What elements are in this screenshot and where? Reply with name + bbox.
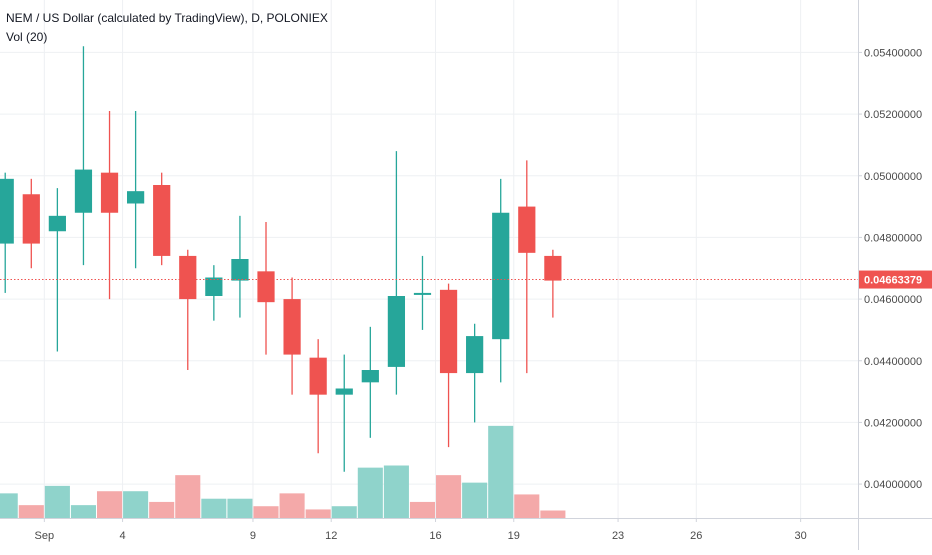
- volume-bar[interactable]: [227, 498, 253, 518]
- candle-body[interactable]: [74, 169, 93, 213]
- time-tick-label: 12: [325, 530, 337, 542]
- candle-body[interactable]: [439, 289, 458, 374]
- volume-bar[interactable]: [0, 493, 18, 518]
- price-tick-label: 0.04200000: [864, 417, 922, 429]
- candle-body[interactable]: [283, 299, 301, 355]
- time-tick-label: 26: [690, 530, 702, 542]
- volume-bar[interactable]: [305, 509, 331, 518]
- volume-bar[interactable]: [44, 485, 70, 518]
- candle-body[interactable]: [48, 215, 66, 232]
- time-tick-label: Sep: [35, 530, 55, 542]
- volume-bar[interactable]: [383, 465, 409, 519]
- volume-bar[interactable]: [488, 425, 514, 518]
- candle-body[interactable]: [361, 370, 379, 383]
- candle-body[interactable]: [153, 185, 171, 256]
- volume-bar[interactable]: [18, 505, 44, 518]
- volume-bar[interactable]: [409, 501, 436, 518]
- candle-body[interactable]: [205, 277, 223, 297]
- candle-body[interactable]: [413, 292, 432, 295]
- price-tick-label: 0.04600000: [864, 294, 922, 306]
- candle-body[interactable]: [22, 194, 40, 244]
- volume-bar[interactable]: [96, 491, 123, 518]
- volume-bar[interactable]: [149, 501, 175, 518]
- price-tick-label: 0.04400000: [864, 356, 922, 368]
- volume-bar[interactable]: [540, 510, 566, 519]
- volume-bar[interactable]: [70, 505, 96, 518]
- candle-body[interactable]: [309, 357, 327, 395]
- volume-bar[interactable]: [123, 491, 149, 518]
- candle-body[interactable]: [179, 255, 197, 300]
- volume-bar[interactable]: [436, 475, 462, 518]
- candle-body[interactable]: [544, 255, 562, 281]
- price-tick-label: 0.04000000: [864, 479, 922, 491]
- volume-bar[interactable]: [253, 506, 279, 518]
- volume-bar[interactable]: [357, 467, 383, 518]
- last-price-label: 0.04663379: [864, 275, 922, 287]
- price-tick-label: 0.05000000: [864, 171, 922, 183]
- volume-bar[interactable]: [175, 475, 201, 518]
- candle-body[interactable]: [466, 336, 484, 374]
- price-tick-label: 0.04800000: [864, 232, 922, 244]
- candle-body[interactable]: [0, 178, 14, 244]
- volume-bar[interactable]: [514, 494, 540, 518]
- candle-body[interactable]: [492, 212, 510, 340]
- time-tick-label: 9: [250, 530, 256, 542]
- last-price-tag[interactable]: [859, 270, 932, 289]
- candle-body[interactable]: [387, 296, 406, 367]
- time-tick-label: 16: [429, 530, 441, 542]
- candle-body[interactable]: [335, 388, 353, 395]
- candle-body[interactable]: [100, 172, 119, 213]
- time-tick-label: 30: [795, 530, 807, 542]
- volume-bar[interactable]: [331, 506, 357, 518]
- volume-bar[interactable]: [462, 482, 488, 518]
- candle-body[interactable]: [518, 206, 536, 253]
- volume-bar[interactable]: [279, 493, 305, 518]
- time-tick-label: 19: [508, 530, 520, 542]
- chart-title: NEM / US Dollar (calculated by TradingVi…: [6, 11, 328, 25]
- candle-body[interactable]: [127, 191, 145, 204]
- candle-body[interactable]: [257, 271, 275, 303]
- price-tick-label: 0.05200000: [864, 109, 922, 121]
- price-tick-label: 0.05400000: [864, 47, 922, 59]
- candle-body[interactable]: [231, 259, 249, 281]
- time-tick-label: 23: [612, 530, 624, 542]
- time-tick-label: 4: [120, 530, 126, 542]
- volume-bar[interactable]: [201, 498, 227, 518]
- volume-indicator-label[interactable]: Vol (20): [6, 30, 48, 44]
